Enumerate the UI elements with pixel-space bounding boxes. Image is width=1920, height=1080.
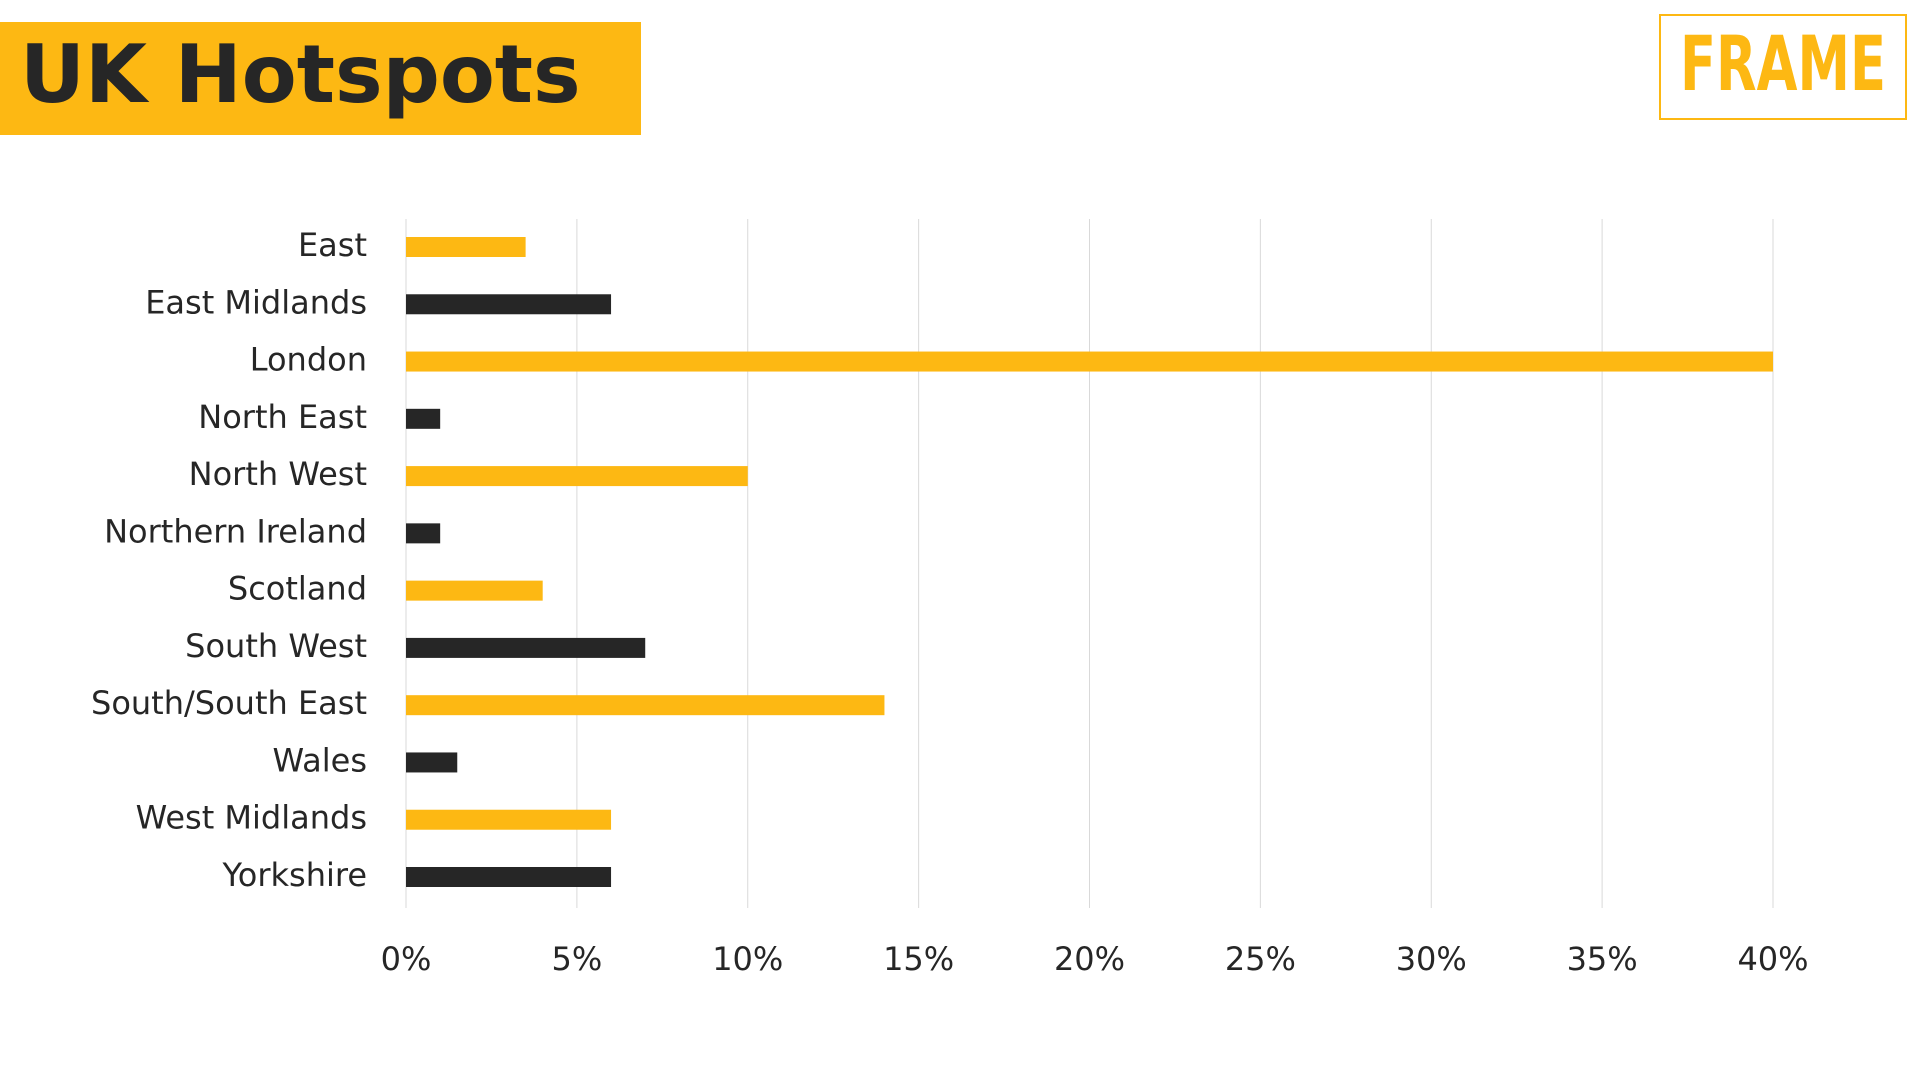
- bar: [406, 237, 526, 257]
- bar: [406, 809, 612, 830]
- bar: [406, 580, 543, 601]
- bar: [406, 408, 441, 429]
- x-tick-label: 0%: [381, 940, 432, 978]
- x-tick-label: 25%: [1225, 940, 1296, 978]
- y-tick-label: West Midlands: [136, 799, 367, 837]
- bar: [406, 752, 458, 773]
- y-tick-label: East Midlands: [145, 283, 367, 321]
- y-tick-label: South/South East: [91, 684, 367, 722]
- y-tick-label: South West: [185, 627, 367, 665]
- y-tick-label: Yorkshire: [221, 856, 367, 894]
- chart-title: UK Hotspots: [20, 28, 581, 121]
- y-tick-label: Northern Ireland: [104, 512, 367, 550]
- x-tick-label: 15%: [883, 940, 954, 978]
- x-tick-label: 5%: [551, 940, 602, 978]
- bar: [406, 637, 646, 658]
- logo: FRAME: [1680, 19, 1886, 108]
- bar: [406, 351, 1773, 372]
- y-tick-label: North East: [198, 398, 367, 436]
- bar: [406, 867, 612, 887]
- title-box: [0, 22, 641, 135]
- y-tick-label: East: [298, 226, 367, 264]
- bar: [406, 695, 885, 716]
- x-tick-label: 40%: [1737, 940, 1808, 978]
- x-tick-label: 20%: [1054, 940, 1125, 978]
- bar: [406, 523, 441, 544]
- y-tick-label: North West: [189, 455, 367, 493]
- bar: [406, 294, 612, 315]
- bar: [406, 466, 748, 487]
- y-tick-label: Scotland: [228, 570, 367, 608]
- logo-box: [1659, 14, 1907, 120]
- y-tick-label: London: [250, 341, 367, 379]
- x-tick-label: 35%: [1567, 940, 1638, 978]
- x-tick-label: 10%: [712, 940, 783, 978]
- x-tick-label: 30%: [1396, 940, 1467, 978]
- y-tick-label: Wales: [273, 741, 367, 779]
